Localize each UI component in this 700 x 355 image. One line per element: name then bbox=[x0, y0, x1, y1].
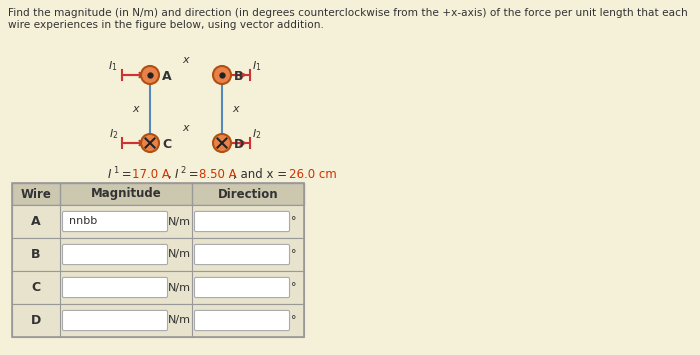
Circle shape bbox=[141, 66, 159, 84]
Text: Direction: Direction bbox=[218, 187, 279, 201]
Bar bbox=[12, 183, 304, 205]
Circle shape bbox=[213, 66, 231, 84]
Text: 8.50 A: 8.50 A bbox=[199, 168, 237, 181]
FancyBboxPatch shape bbox=[195, 245, 290, 264]
FancyBboxPatch shape bbox=[195, 277, 290, 297]
Text: B: B bbox=[234, 71, 244, 83]
Text: x: x bbox=[183, 55, 189, 65]
Circle shape bbox=[141, 134, 159, 152]
Text: N/m: N/m bbox=[168, 283, 191, 293]
Text: D: D bbox=[31, 314, 41, 327]
Text: A: A bbox=[32, 215, 41, 228]
Text: =: = bbox=[118, 168, 135, 181]
Text: $I_1$: $I_1$ bbox=[252, 59, 262, 73]
FancyBboxPatch shape bbox=[62, 212, 167, 231]
Bar bbox=[12, 238, 304, 271]
Text: ,: , bbox=[168, 168, 176, 181]
FancyBboxPatch shape bbox=[195, 310, 290, 331]
Text: C: C bbox=[162, 138, 171, 152]
FancyBboxPatch shape bbox=[62, 245, 167, 264]
Text: I: I bbox=[175, 168, 178, 181]
Text: Wire: Wire bbox=[20, 187, 51, 201]
Text: $I_2$: $I_2$ bbox=[108, 127, 118, 141]
Text: =: = bbox=[185, 168, 202, 181]
Text: $I_1$: $I_1$ bbox=[108, 59, 118, 73]
Text: N/m: N/m bbox=[168, 316, 191, 326]
Text: x: x bbox=[133, 104, 139, 114]
Text: x: x bbox=[232, 104, 239, 114]
Text: Magnitude: Magnitude bbox=[90, 187, 162, 201]
FancyBboxPatch shape bbox=[195, 212, 290, 231]
Text: nnbb: nnbb bbox=[69, 217, 97, 226]
Text: N/m: N/m bbox=[168, 250, 191, 260]
Text: B: B bbox=[32, 248, 41, 261]
Text: I: I bbox=[108, 168, 111, 181]
FancyBboxPatch shape bbox=[62, 310, 167, 331]
Text: C: C bbox=[32, 281, 41, 294]
FancyBboxPatch shape bbox=[62, 277, 167, 297]
Text: wire experiences in the figure below, using vector addition.: wire experiences in the figure below, us… bbox=[8, 20, 324, 30]
Bar bbox=[12, 271, 304, 304]
Bar bbox=[12, 304, 304, 337]
Text: D: D bbox=[234, 138, 244, 152]
Text: 2: 2 bbox=[180, 166, 186, 175]
Text: A: A bbox=[162, 71, 172, 83]
Text: N/m: N/m bbox=[168, 217, 191, 226]
Text: °: ° bbox=[291, 283, 297, 293]
Text: °: ° bbox=[291, 217, 297, 226]
Text: Find the magnitude (in N/m) and direction (in degrees counterclockwise from the : Find the magnitude (in N/m) and directio… bbox=[8, 8, 687, 18]
Text: $I_2$: $I_2$ bbox=[252, 127, 261, 141]
Text: 1: 1 bbox=[113, 166, 118, 175]
Circle shape bbox=[213, 134, 231, 152]
Text: x: x bbox=[183, 123, 189, 133]
Text: 26.0 cm: 26.0 cm bbox=[289, 168, 337, 181]
Text: , and x =: , and x = bbox=[233, 168, 291, 181]
Bar bbox=[12, 183, 304, 337]
Bar bbox=[12, 205, 304, 238]
Text: 17.0 A: 17.0 A bbox=[132, 168, 170, 181]
Text: °: ° bbox=[291, 316, 297, 326]
Text: °: ° bbox=[291, 250, 297, 260]
